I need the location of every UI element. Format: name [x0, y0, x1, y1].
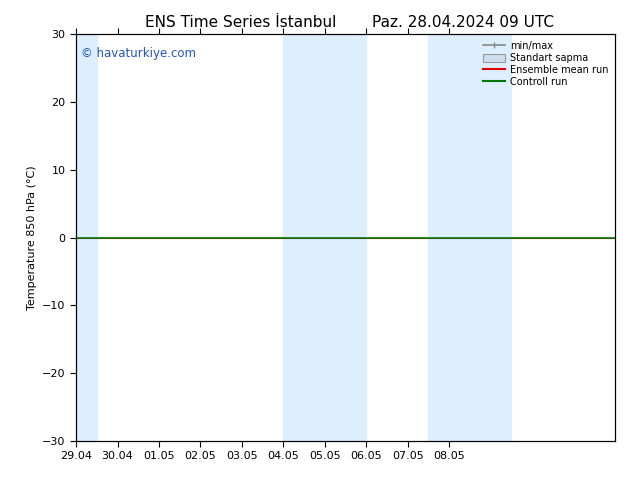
Bar — [449, 34, 512, 441]
Text: ENS Time Series İstanbul: ENS Time Series İstanbul — [145, 15, 337, 30]
Bar — [429, 34, 449, 441]
Text: © havaturkiye.com: © havaturkiye.com — [81, 47, 197, 59]
Text: Paz. 28.04.2024 09 UTC: Paz. 28.04.2024 09 UTC — [372, 15, 554, 30]
Y-axis label: Temperature 850 hPa (°C): Temperature 850 hPa (°C) — [27, 165, 37, 310]
Legend: min/max, Standart sapma, Ensemble mean run, Controll run: min/max, Standart sapma, Ensemble mean r… — [481, 39, 610, 89]
Bar — [304, 34, 366, 441]
Bar — [76, 34, 97, 441]
Bar — [283, 34, 304, 441]
